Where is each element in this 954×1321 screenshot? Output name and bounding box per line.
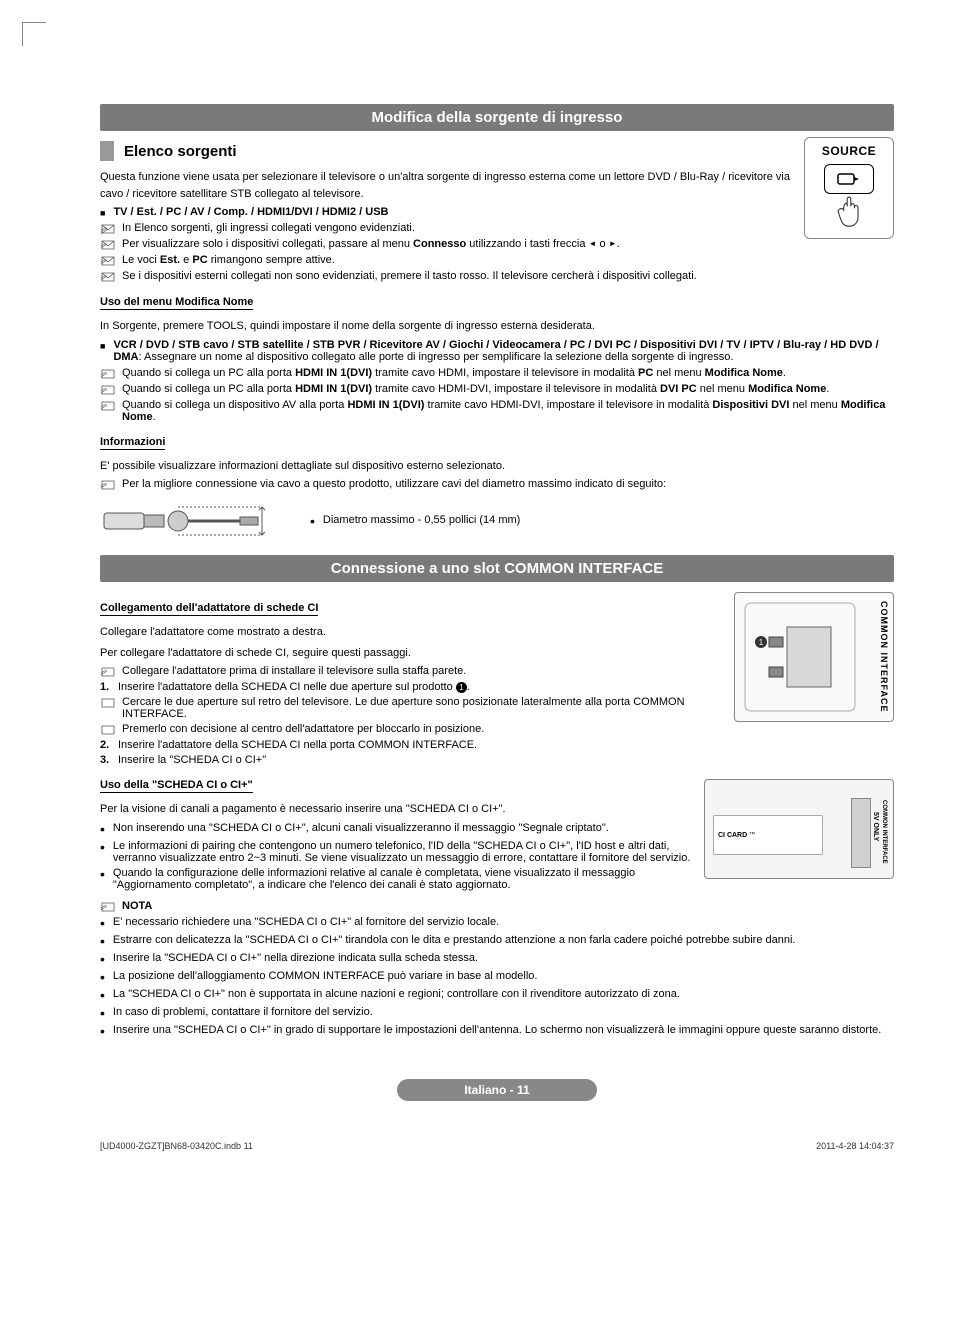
bullet-icon <box>100 952 113 967</box>
bullet-icon <box>100 916 113 931</box>
step2-text: Inserire l'adattatore della SCHEDA CI ne… <box>118 739 477 751</box>
ci-side-label1: COMMON INTERFACE <box>881 800 887 864</box>
nota-item: La posizione dell'alloggiamento COMMON I… <box>113 970 538 982</box>
bullet-icon <box>100 840 113 855</box>
note-icon <box>100 666 116 678</box>
note-icon <box>100 479 116 491</box>
square-bullet-icon <box>100 339 113 351</box>
heading-ci-card: Uso della "SCHEDA CI o CI+" <box>100 779 253 793</box>
input-list: TV / Est. / PC / AV / Comp. / HDMI1/DVI … <box>113 206 388 218</box>
nota-label: NOTA <box>122 900 152 912</box>
footer-right: 2011-4-28 14:04:37 <box>816 1141 894 1151</box>
bullet-icon <box>100 822 113 837</box>
note-icon <box>100 384 116 396</box>
heading-edit-name: Uso del menu Modifica Nome <box>100 296 253 310</box>
note-text: In Elenco sorgenti, gli ingressi collega… <box>122 222 415 234</box>
bullet-icon <box>100 970 113 985</box>
section-bar-2: Connessione a uno slot COMMON INTERFACE <box>100 555 894 582</box>
source-button-icon <box>824 164 874 194</box>
ci-card-label: CI CARD™ <box>713 815 823 855</box>
heading-marker <box>100 141 114 161</box>
page-number-pill: Italiano - 11 <box>397 1079 597 1101</box>
heading-ci-adapter: Collegamento dell'adattatore di schede C… <box>100 602 318 616</box>
bullet-icon <box>100 934 113 949</box>
doc-footer: [UD4000-ZGZT]BN68-03420C.indb 11 2011-4-… <box>100 1131 894 1151</box>
note-icon <box>100 239 116 251</box>
nota-item: In caso di problemi, contattare il forni… <box>113 1006 373 1018</box>
footer-left: [UD4000-ZGZT]BN68-03420C.indb 11 <box>100 1141 253 1151</box>
note-icon <box>100 901 116 913</box>
cable-note: Per la migliore connessione via cavo a q… <box>122 478 666 490</box>
step-number: 1. <box>100 681 118 693</box>
step-number: 2. <box>100 739 118 751</box>
hand-icon <box>831 192 867 228</box>
section-bar-1: Modifica della sorgente di ingresso <box>100 104 894 131</box>
bullet-icon <box>100 867 113 882</box>
note-icon <box>100 368 116 380</box>
ci-side-label2: 5V ONLY <box>872 812 879 841</box>
note-text: Se i dispositivi esterni collegati non s… <box>122 270 697 282</box>
source-label: SOURCE <box>809 144 889 158</box>
crop-mark <box>22 22 46 46</box>
bullet-icon <box>310 514 323 529</box>
step1-note1: Cercare le due aperture sul retro del te… <box>122 696 722 720</box>
input-list-row: TV / Est. / PC / AV / Comp. / HDMI1/DVI … <box>100 206 794 218</box>
ci-b3: Quando la configurazione delle informazi… <box>113 867 692 891</box>
note-icon <box>100 400 116 412</box>
ci-label-vertical: COMMON INTERFACE <box>879 601 889 713</box>
step1-note2: Premerlo con decisione al centro dell'ad… <box>122 723 484 735</box>
note-icon <box>100 255 116 267</box>
ci-b1: Non inserendo una "SCHEDA CI o CI+", alc… <box>113 822 609 834</box>
note-text: Quando si collega un PC alla porta HDMI … <box>122 383 829 395</box>
nota-item: La "SCHEDA CI o CI+" non è supportata in… <box>113 988 680 1000</box>
bullet-icon <box>100 988 113 1003</box>
bullet-icon <box>100 1006 113 1021</box>
note-icon <box>100 271 116 283</box>
source-remote-box: SOURCE <box>804 137 894 239</box>
info-text: E' possibile visualizzare informazioni d… <box>100 458 894 475</box>
note-icon <box>100 697 116 709</box>
edit-name-intro: In Sorgente, premere TOOLS, quindi impos… <box>100 318 894 335</box>
step-number: 3. <box>100 754 118 766</box>
nota-item: Inserire una "SCHEDA CI o CI+" in grado … <box>113 1024 881 1036</box>
page: Modifica della sorgente di ingresso SOUR… <box>100 20 894 1151</box>
step1-text: Inserire l'adattatore della SCHEDA CI ne… <box>118 681 470 693</box>
ci-note-pre: Collegare l'adattatore prima di installa… <box>122 665 466 677</box>
cable-diagram-icon <box>100 501 280 541</box>
ci-card-diagram: CI CARD™ COMMON INTERFACE 5V ONLY <box>704 779 894 879</box>
cable-diameter: Diametro massimo - 0,55 pollici (14 mm) <box>323 514 520 526</box>
svg-text:1: 1 <box>759 638 764 647</box>
square-bullet-icon <box>100 206 113 218</box>
nota-item: Estrarre con delicatezza la "SCHEDA CI o… <box>113 934 796 946</box>
bullet-icon <box>100 1024 113 1039</box>
nota-item: Inserire la "SCHEDA CI o CI+" nella dire… <box>113 952 478 964</box>
note-text: Le voci Est. e PC rimangono sempre attiv… <box>122 254 335 266</box>
heading-info: Informazioni <box>100 436 165 450</box>
note-icon <box>100 223 116 235</box>
note-text: Quando si collega un PC alla porta HDMI … <box>122 367 786 379</box>
ci-adapter-diagram: COMMON INTERFACE 1 <box>734 592 894 722</box>
note-text: Quando si collega un dispositivo AV alla… <box>122 399 894 423</box>
note-icon <box>100 724 116 736</box>
nota-item: E' necessario richiedere una "SCHEDA CI … <box>113 916 499 928</box>
intro-text: Questa funzione viene usata per selezion… <box>100 169 894 202</box>
ref-number-icon: 1 <box>456 682 467 693</box>
ci-slot-side <box>851 798 871 868</box>
ci-b2: Le informazioni di pairing che contengon… <box>113 840 692 864</box>
note-text: Per visualizzare solo i dispositivi coll… <box>122 238 620 250</box>
step3-text: Inserire la "SCHEDA CI o CI+" <box>118 754 266 766</box>
subheading-sources: Elenco sorgenti <box>124 143 237 160</box>
device-list: VCR / DVD / STB cavo / STB satellite / S… <box>113 339 894 363</box>
